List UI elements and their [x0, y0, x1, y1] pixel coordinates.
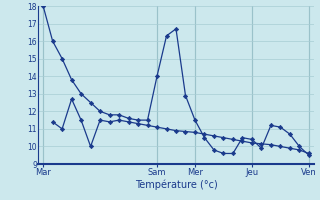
X-axis label: Température (°c): Température (°c): [135, 180, 217, 190]
